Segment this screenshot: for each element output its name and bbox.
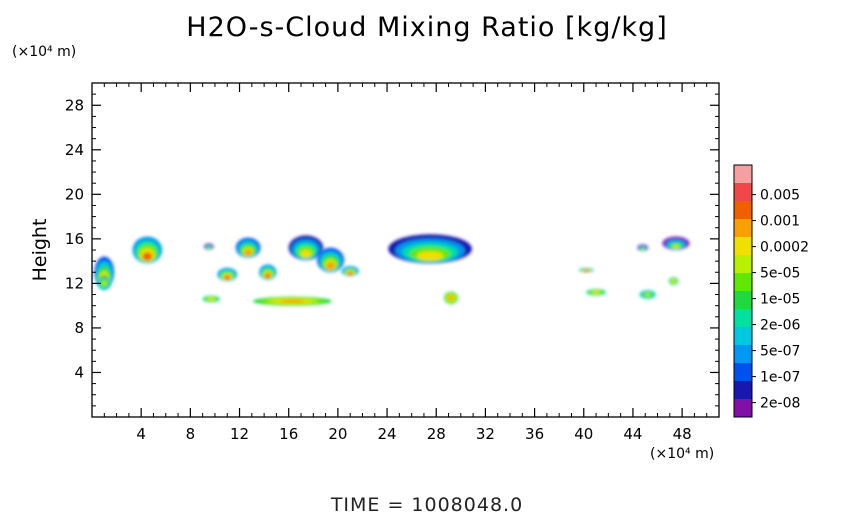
colorbar-swatch <box>734 363 752 382</box>
colorbar-label: 5e-05 <box>760 266 800 282</box>
cloud-1 <box>132 236 163 264</box>
colorbar-swatch <box>734 237 752 256</box>
x-tick-label: 4 <box>136 425 146 443</box>
warm-cloud-band <box>208 297 215 301</box>
cloud-8 <box>341 266 359 277</box>
x-tick-label: 36 <box>525 425 544 443</box>
colorbar-swatch <box>734 219 752 238</box>
warm-cloud-0 <box>98 276 111 291</box>
y-tick-label: 16 <box>65 230 84 248</box>
y-tick-label: 24 <box>65 141 84 159</box>
x-tick-label: 20 <box>328 425 347 443</box>
warm-cloud-3 <box>444 291 458 304</box>
cloud-band <box>416 251 444 261</box>
warm-cloud-band <box>448 295 454 300</box>
y-units-label: (×10⁴ m) <box>12 44 77 60</box>
cloud-7 <box>316 247 345 273</box>
cloud-field <box>94 234 690 306</box>
x-units-label: (×10⁴ m) <box>650 446 715 462</box>
cloud-band <box>244 249 253 256</box>
cloud-6 <box>288 235 324 261</box>
x-tick-label: 24 <box>378 425 397 443</box>
y-tick-label: 20 <box>65 185 84 203</box>
cloud-9 <box>388 234 472 264</box>
cloud-band <box>207 247 211 250</box>
colorbar-swatch <box>734 291 752 310</box>
cloud-band <box>142 252 153 261</box>
cloud-band <box>671 244 681 249</box>
y-tick-label: 12 <box>65 274 84 292</box>
cloud-11 <box>637 244 649 252</box>
colorbar-swatch <box>734 255 752 274</box>
cloud-band <box>347 271 353 276</box>
colorbar-swatch <box>734 381 752 400</box>
colorbar: 0.005 0.001 0.0002 5e-05 1e-05 2e-06 5e-07 1e-0… <box>733 164 809 418</box>
colorbar-label: 1e-05 <box>760 292 800 308</box>
x-tick-label: 32 <box>476 425 495 443</box>
colorbar-swatch <box>734 183 752 202</box>
y-tick-label: 8 <box>74 319 84 337</box>
cloud-band <box>265 273 271 279</box>
cloud-5 <box>259 264 277 281</box>
warm-cloud-band <box>102 281 107 286</box>
colorbar-swatch <box>734 201 752 220</box>
colorbar-swatch <box>734 165 752 184</box>
colorbar-label: 2e-06 <box>760 318 800 334</box>
warm-cloud-1 <box>202 295 220 303</box>
colorbar-swatch <box>734 309 752 328</box>
colorbar-label: 0.005 <box>760 188 800 204</box>
x-tick-label: 8 <box>186 425 196 443</box>
colorbar-swatch <box>734 327 752 346</box>
cloud-band <box>583 270 589 273</box>
cloud-2 <box>203 243 214 250</box>
warm-cloud-5 <box>639 290 656 299</box>
cloud-band <box>641 248 645 251</box>
x-tick-label: 28 <box>427 425 446 443</box>
colorbar-label: 2e-08 <box>760 396 800 412</box>
chart-title: H2O-s-Cloud Mixing Ratio [kg/kg] <box>186 12 668 43</box>
warm-cloud-band <box>592 291 600 294</box>
colorbar-label: 5e-07 <box>760 344 800 360</box>
warm-cloud-4 <box>586 288 606 296</box>
y-tick-label: 28 <box>65 96 84 114</box>
colorbar-label: 1e-07 <box>760 370 800 386</box>
warm-cloud-band <box>671 279 676 283</box>
colorbar-swatch <box>734 399 752 418</box>
y-axis-label: Height <box>29 219 51 282</box>
warm-cloud-band <box>279 299 305 303</box>
cloud-3 <box>235 237 261 258</box>
cloud-12 <box>662 236 690 251</box>
x-tick-label: 16 <box>279 425 298 443</box>
x-tick-label: 44 <box>623 425 642 443</box>
colorbar-label: 0.001 <box>760 214 800 230</box>
warm-cloud-2 <box>253 296 332 306</box>
cloud-band <box>300 249 312 258</box>
time-label: TIME = 1008048.0 <box>330 494 524 516</box>
colorbar-label: 0.0002 <box>760 240 809 256</box>
cloud-10 <box>578 267 594 273</box>
colorbar-swatch <box>734 273 752 292</box>
x-tick-label: 48 <box>673 425 692 443</box>
y-tick-label: 4 <box>74 363 84 381</box>
x-tick-label: 12 <box>230 425 249 443</box>
warm-cloud-6 <box>668 277 679 286</box>
cloud-band <box>224 275 231 280</box>
colorbar-frame <box>733 164 753 418</box>
warm-cloud-band <box>645 293 651 296</box>
cloud-band <box>326 261 335 270</box>
cloud-4 <box>217 267 238 282</box>
x-tick-label: 40 <box>574 425 593 443</box>
colorbar-swatch <box>734 345 752 364</box>
